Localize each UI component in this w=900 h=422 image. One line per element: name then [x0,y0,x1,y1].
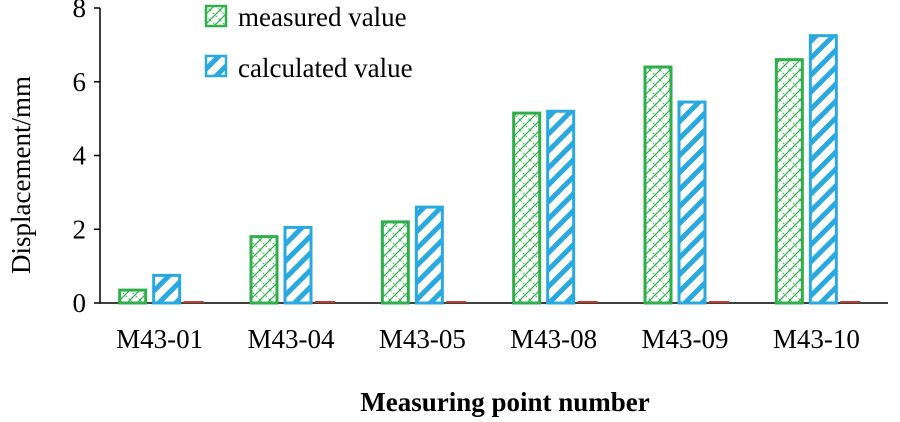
x-ticks: M43-01 M43-04 M43-05 M43-08 M43-09 M43-10 [116,324,860,354]
bar-measured-m43-08 [512,111,542,305]
bar-measured-m43-10 [774,58,804,305]
legend: measured value calculated value [204,2,413,83]
x-axis-title: Measuring point number [360,387,650,417]
bars [118,34,861,305]
y-tick-label: 4 [73,141,87,171]
y-tick-label: 6 [73,67,87,97]
y-ticks: 0 2 4 6 8 [73,0,100,318]
bar-measured-m43-04 [249,235,279,305]
legend-swatch-calculated [204,54,228,78]
x-tick-label: M43-10 [773,324,860,354]
axes [99,8,888,304]
x-tick-label: M43-04 [248,324,335,354]
x-tick-label: M43-05 [379,324,466,354]
legend-label-calculated: calculated value [238,53,413,83]
bar-calculated-m43-05 [414,205,444,305]
bar-calculated-m43-09 [677,100,707,305]
bar-calculated-m43-10 [808,34,838,305]
legend-swatch-measured [204,4,228,28]
y-tick-label: 2 [73,214,87,244]
legend-label-measured: measured value [238,2,407,32]
x-tick-label: M43-08 [510,324,597,354]
bar-calculated-m43-04 [283,225,313,305]
y-tick-label: 0 [73,288,87,318]
bar-measured-m43-05 [380,220,410,305]
bar-measured-m43-09 [643,65,673,305]
y-tick-label: 8 [73,0,87,23]
bar-calculated-m43-08 [546,109,576,305]
bar-measured-m43-01 [118,288,148,305]
x-tick-label: M43-09 [642,324,729,354]
bar-calculated-m43-01 [152,273,182,305]
x-tick-label: M43-01 [116,324,203,354]
y-axis-title: Displacement/mm [6,76,36,274]
